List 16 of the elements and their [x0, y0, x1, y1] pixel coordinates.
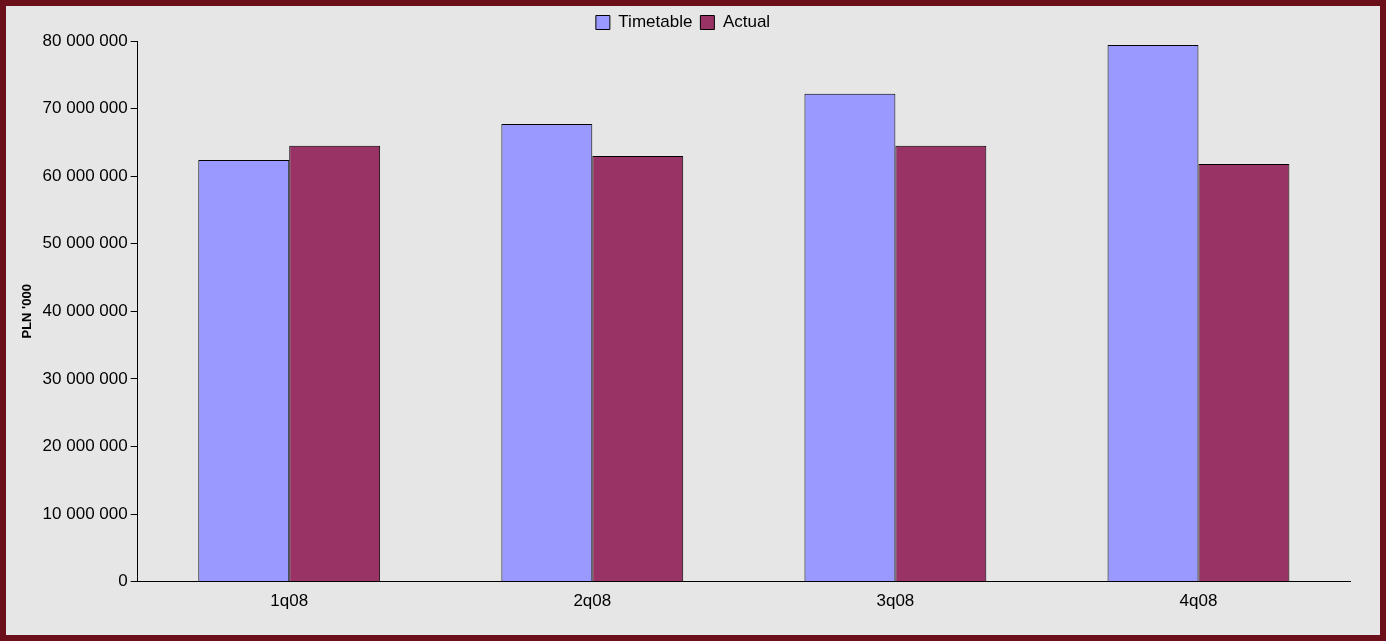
- y-tick-label: 20 000 000: [42, 436, 128, 456]
- y-tick-label: 70 000 000: [42, 98, 128, 118]
- x-tick-label: 2q08: [573, 591, 612, 611]
- y-axis-title: PLN '000: [19, 284, 35, 339]
- legend-label: Timetable: [618, 12, 693, 32]
- y-tick-label: 30 000 000: [42, 368, 128, 388]
- y-tick-label: 60 000 000: [42, 165, 128, 185]
- x-tick-label: 1q08: [270, 591, 309, 611]
- y-tick-label: 40 000 000: [42, 300, 128, 320]
- legend-label: Actual: [722, 12, 771, 32]
- y-tick-label: 80 000 000: [42, 30, 128, 50]
- y-tick-label: 50 000 000: [42, 233, 128, 253]
- y-tick-label: 0: [118, 571, 128, 591]
- x-tick-label: 3q08: [876, 591, 915, 611]
- y-tick-label: 10 000 000: [42, 503, 128, 523]
- x-tick-label: 4q08: [1179, 591, 1218, 611]
